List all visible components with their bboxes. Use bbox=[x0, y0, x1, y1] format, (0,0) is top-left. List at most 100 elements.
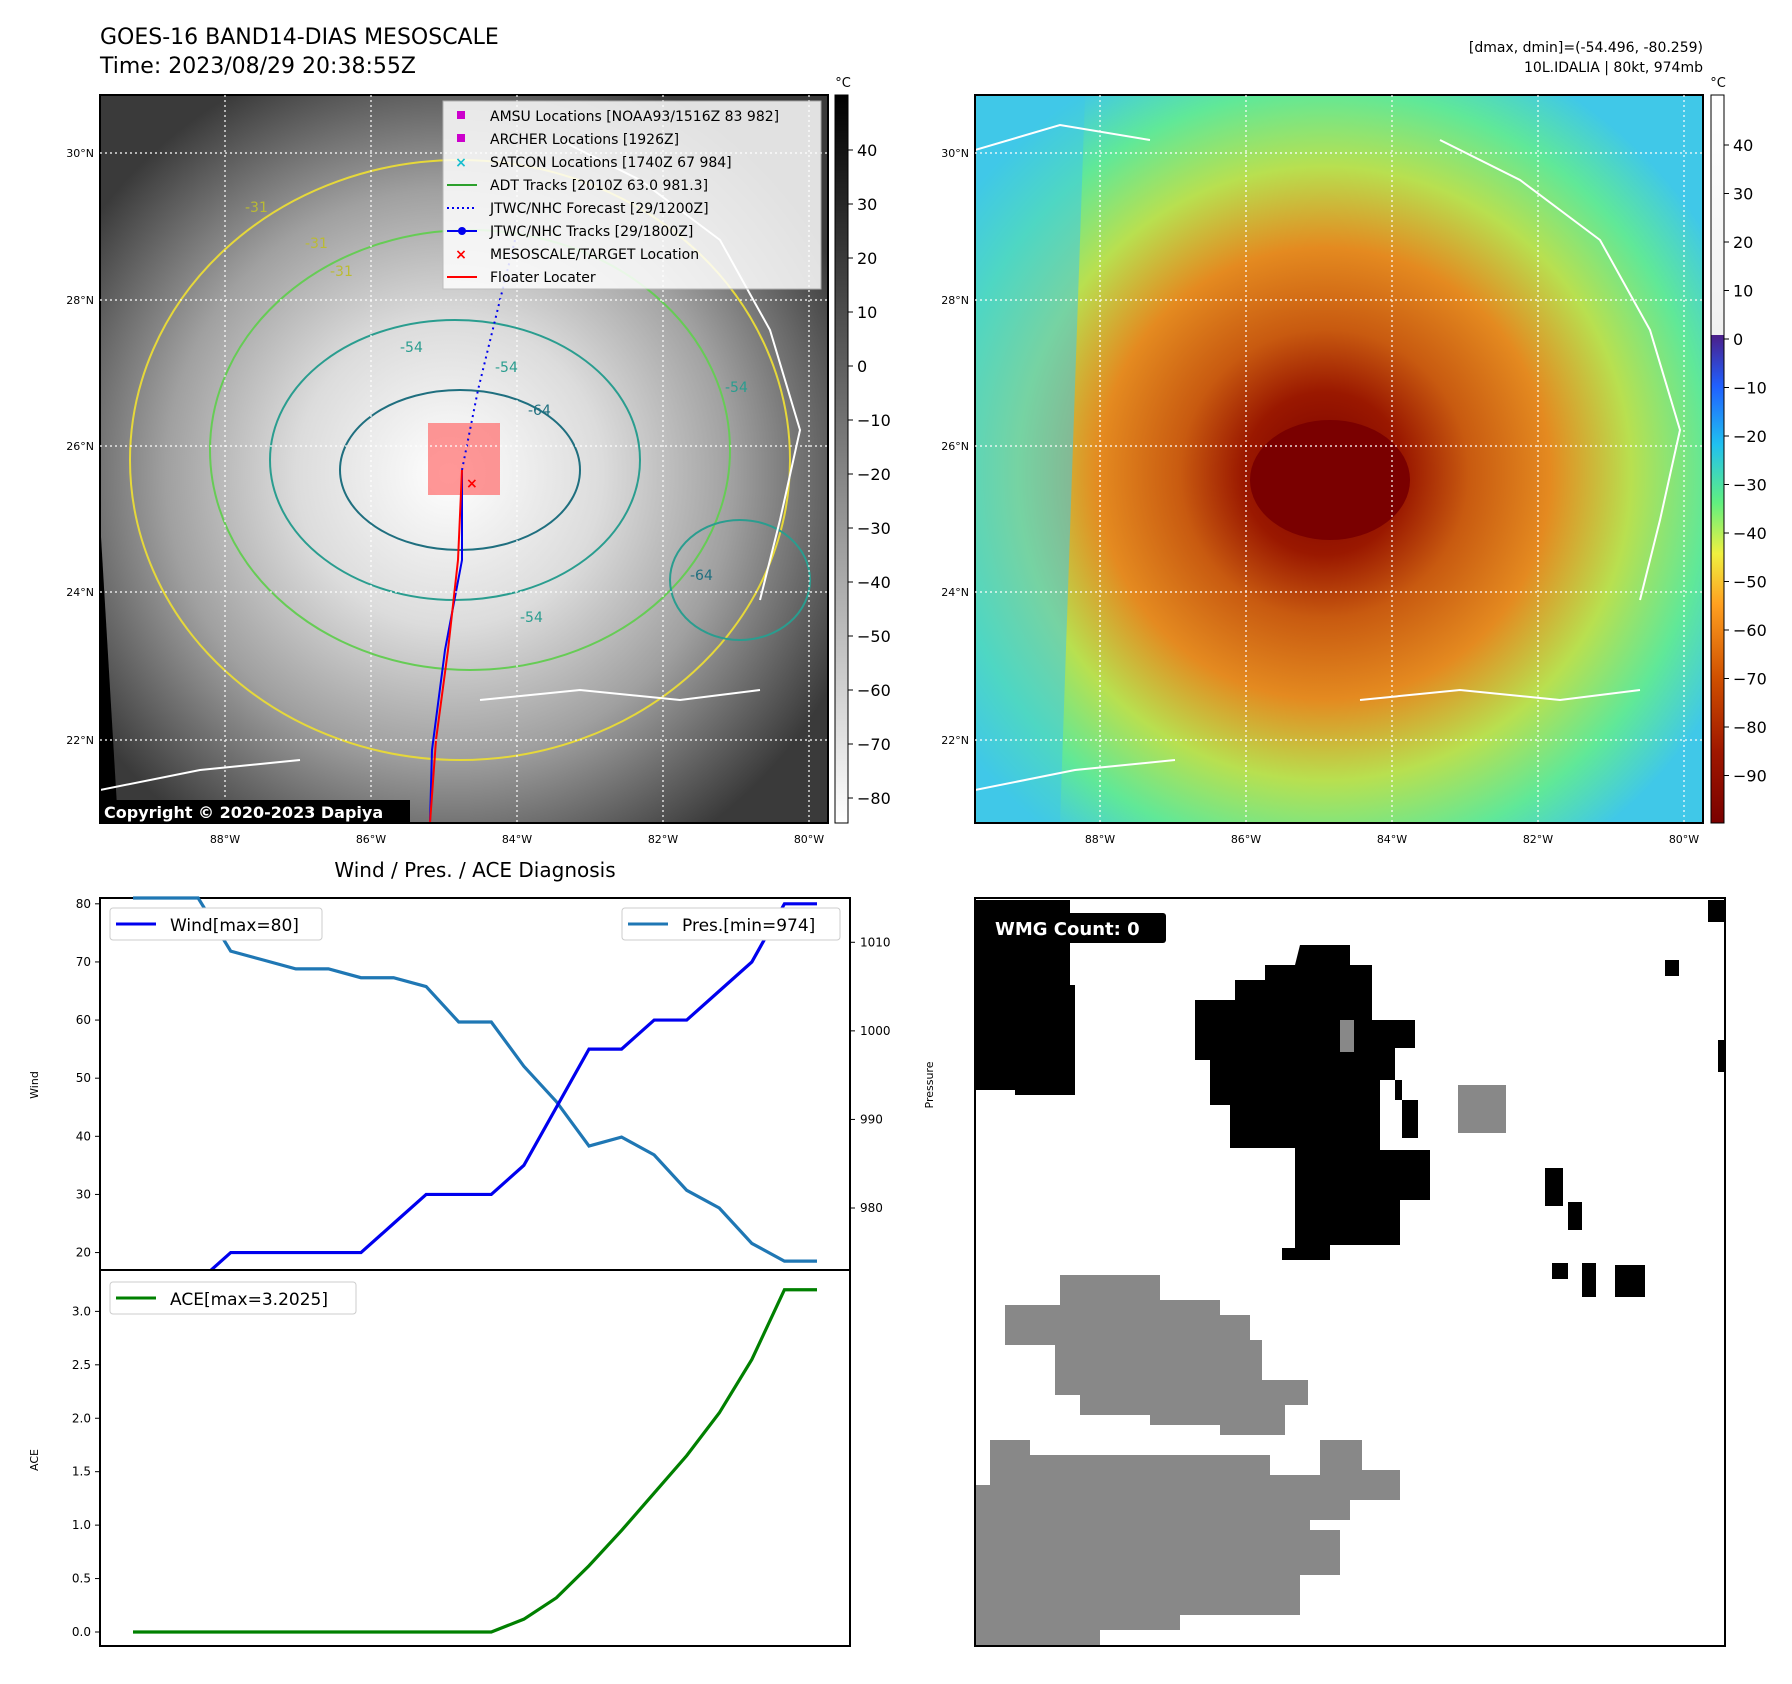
pressure-series-line bbox=[133, 896, 817, 1263]
lon-tick-label: 88°W bbox=[210, 833, 240, 846]
wind-legend bbox=[109, 907, 323, 941]
lon-tick-label: 86°W bbox=[356, 833, 386, 846]
ace-tick-label: 3.0 bbox=[72, 1304, 91, 1318]
left-colorbar-ticks: 40 30 20 10 0 −10 −20 −30 −40 −50 −60 −70 −80 bbox=[848, 141, 891, 808]
wind-series-line bbox=[133, 902, 817, 1284]
right-cbar-tick-label: 30 bbox=[1733, 185, 1753, 204]
left-cbar-tick-label: 0 bbox=[857, 357, 867, 376]
lon-tick-label: 80°W bbox=[794, 833, 824, 846]
ace-tick-label: 0.5 bbox=[72, 1572, 91, 1586]
lat-tick-label: 24°N bbox=[941, 586, 969, 599]
lat-tick-label: 30°N bbox=[66, 147, 94, 160]
lon-tick-label: 82°W bbox=[648, 833, 678, 846]
lon-tick-label: 84°W bbox=[502, 833, 532, 846]
wind-tick-label: 70 bbox=[76, 955, 91, 969]
wind-tick-label: 80 bbox=[76, 897, 91, 911]
figure-title: GOES-16 BAND14-DIAS MESOSCALE bbox=[100, 25, 499, 50]
wind-axis-ticks: 20 30 40 50 60 70 80 bbox=[76, 897, 100, 1260]
ace-axis-label: ACE bbox=[28, 1449, 41, 1471]
right-cbar-tick-label: 10 bbox=[1733, 282, 1753, 301]
right-cbar-tick-label: −80 bbox=[1733, 718, 1767, 737]
pressure-tick-label: 1000 bbox=[860, 1024, 891, 1038]
figure-time: Time: 2023/08/29 20:38:55Z bbox=[99, 54, 416, 79]
contour-label: -54 bbox=[520, 610, 543, 626]
wind-tick-label: 30 bbox=[76, 1187, 91, 1201]
left-cbar-tick-label: 40 bbox=[857, 141, 877, 160]
ace-tick-label: 1.5 bbox=[72, 1465, 91, 1479]
left-colorbar-unit: °C bbox=[835, 76, 851, 91]
right-cbar-tick-label: −70 bbox=[1733, 670, 1767, 689]
legend-entry-label: AMSU Locations [NOAA93/1516Z 83 982] bbox=[490, 109, 779, 125]
ace-series bbox=[133, 1288, 817, 1634]
right-cbar-tick-label: −30 bbox=[1733, 476, 1767, 495]
left-cbar-tick-label: −30 bbox=[857, 519, 891, 538]
pressure-legend-label: Pres.[min=974] bbox=[682, 916, 815, 936]
legend-marker-square bbox=[457, 134, 465, 142]
left-cbar-tick-label: −50 bbox=[857, 627, 891, 646]
lon-tick-label: 80°W bbox=[1669, 833, 1699, 846]
contour-label: -64 bbox=[690, 568, 713, 584]
wind-tick-label: 40 bbox=[76, 1129, 91, 1143]
dmax-dmin-text: [dmax, dmin]=(-54.496, -80.259) bbox=[1469, 40, 1703, 56]
contour-label: -54 bbox=[495, 360, 518, 376]
left-map-frame bbox=[99, 94, 829, 824]
legend-entry-label: SATCON Locations [1740Z 67 984] bbox=[490, 155, 732, 171]
left-colorbar bbox=[834, 94, 849, 824]
left-lon-labels: 88°W 86°W 84°W 82°W 80°W bbox=[210, 833, 824, 846]
contour-label: -54 bbox=[400, 340, 423, 356]
legend-marker-dot bbox=[458, 227, 466, 235]
legend-marker-x: × bbox=[455, 247, 467, 263]
lat-tick-label: 28°N bbox=[941, 294, 969, 307]
ace-legend bbox=[109, 1281, 357, 1315]
contour-label: -31 bbox=[245, 200, 268, 216]
legend-entry-label: ADT Tracks [2010Z 63.0 981.3] bbox=[490, 178, 708, 194]
legend-entry-label: Floater Locater bbox=[490, 270, 596, 286]
lon-tick-label: 82°W bbox=[1523, 833, 1553, 846]
contour-label: -31 bbox=[305, 236, 328, 252]
right-colorbar-unit: °C bbox=[1710, 76, 1726, 91]
pressure-axis-ticks: 980 990 1000 1010 bbox=[850, 935, 891, 1215]
left-cbar-tick-label: −80 bbox=[857, 789, 891, 808]
wind-pressure-plot-frame bbox=[99, 897, 851, 1271]
left-cbar-tick-label: 10 bbox=[857, 303, 877, 322]
right-cbar-tick-label: 40 bbox=[1733, 136, 1753, 155]
legend-entry-label: MESOSCALE/TARGET Location bbox=[490, 247, 699, 263]
map-legend: AMSU Locations [NOAA93/1516Z 83 982] ARCH… bbox=[447, 109, 779, 286]
right-cbar-tick-label: 0 bbox=[1733, 330, 1743, 349]
wmg-count-label: WMG Count: 0 bbox=[995, 919, 1140, 940]
copyright-box bbox=[100, 800, 410, 823]
diagnosis-title: Wind / Pres. / ACE Diagnosis bbox=[334, 858, 615, 882]
contour-label: -54 bbox=[725, 380, 748, 396]
ace-tick-label: 1.0 bbox=[72, 1518, 91, 1532]
lat-tick-label: 30°N bbox=[941, 147, 969, 160]
lat-tick-label: 22°N bbox=[941, 734, 969, 747]
legend-entry-label: JTWC/NHC Forecast [29/1200Z] bbox=[489, 201, 709, 217]
legend-entry-label: ARCHER Locations [1926Z] bbox=[490, 132, 679, 148]
left-cbar-tick-label: −40 bbox=[857, 573, 891, 592]
wind-tick-label: 50 bbox=[76, 1071, 91, 1085]
right-lat-labels: 30°N 28°N 26°N 24°N 22°N bbox=[941, 147, 969, 747]
left-cbar-tick-label: 20 bbox=[857, 249, 877, 268]
right-cbar-tick-label: 20 bbox=[1733, 233, 1753, 252]
right-cbar-tick-label: −60 bbox=[1733, 621, 1767, 640]
lon-tick-label: 86°W bbox=[1231, 833, 1261, 846]
lat-tick-label: 26°N bbox=[941, 440, 969, 453]
wind-legend-label: Wind[max=80] bbox=[170, 916, 299, 936]
color-ir-map bbox=[975, 95, 1703, 823]
left-cbar-tick-label: −10 bbox=[857, 411, 891, 430]
wind-axis-label: Wind bbox=[28, 1071, 41, 1099]
left-cbar-tick-label: −60 bbox=[857, 681, 891, 700]
right-lon-labels: 88°W 86°W 84°W 82°W 80°W bbox=[1085, 833, 1699, 846]
right-colorbar bbox=[1710, 94, 1725, 824]
right-cbar-tick-label: −40 bbox=[1733, 524, 1767, 543]
pressure-tick-label: 980 bbox=[860, 1201, 883, 1215]
legend-entry-label: JTWC/NHC Tracks [29/1800Z] bbox=[489, 224, 693, 240]
contour-label: -31 bbox=[330, 264, 353, 280]
lat-tick-label: 24°N bbox=[66, 586, 94, 599]
lat-tick-label: 28°N bbox=[66, 294, 94, 307]
copyright-text: Copyright © 2020-2023 Dapiya bbox=[104, 803, 383, 822]
lat-tick-label: 22°N bbox=[66, 734, 94, 747]
wind-tick-label: 20 bbox=[76, 1246, 91, 1260]
contour-label: -64 bbox=[528, 403, 551, 419]
